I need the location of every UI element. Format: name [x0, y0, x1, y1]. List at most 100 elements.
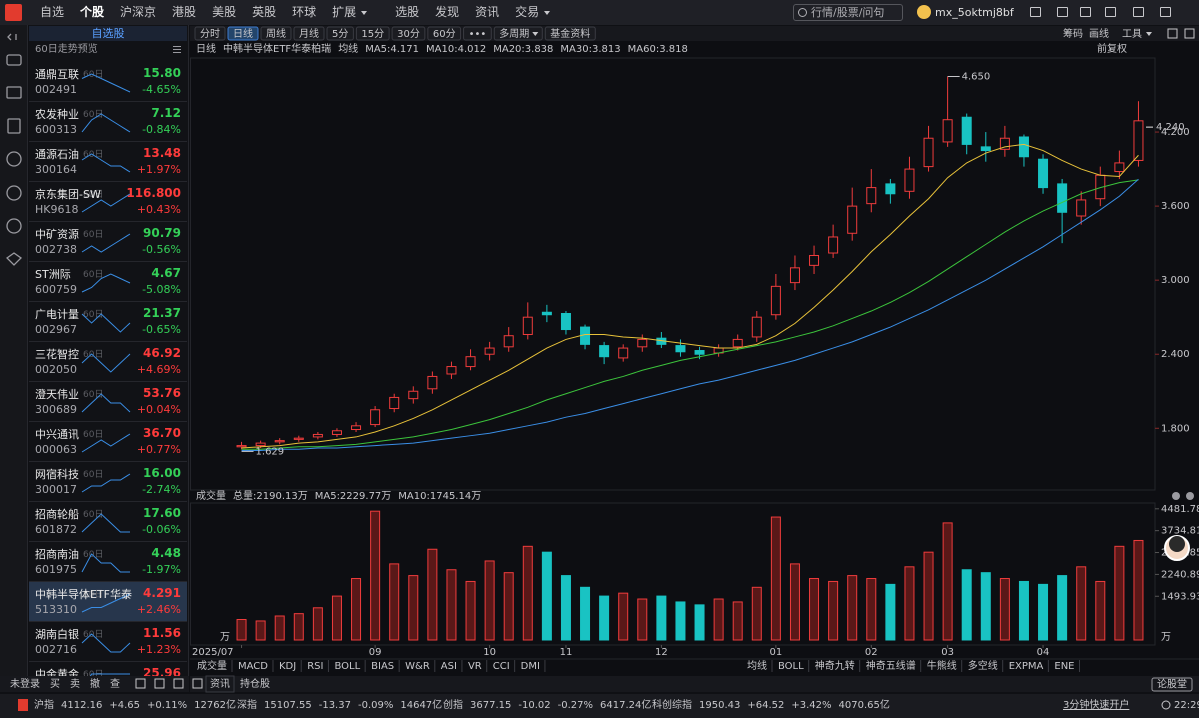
nav-item[interactable]: 环球 — [284, 0, 324, 25]
nav-item[interactable]: 沪深京 — [112, 0, 164, 25]
diamond-icon[interactable] — [5, 252, 23, 266]
toolbar-right[interactable]: 工具 — [1122, 28, 1142, 40]
indicator-tab[interactable]: EXPMA — [1009, 661, 1044, 672]
period-button[interactable] — [355, 26, 390, 41]
watchlist-row[interactable]: 60日 三花智控 002050 46.92 +4.69% — [29, 342, 187, 382]
open-account-link[interactable]: 3分钟快速开户 — [1063, 698, 1129, 711]
app-logo[interactable] — [5, 4, 22, 21]
period-label[interactable]: 5分 — [332, 28, 348, 40]
period-button[interactable] — [194, 26, 226, 41]
adjust-label[interactable]: 前复权 — [1097, 42, 1127, 55]
watchlist-row[interactable]: 60日 ST洲际 600759 4.67 -5.08% — [29, 262, 187, 302]
trade-action[interactable]: 卖 — [70, 678, 80, 690]
watchlist-row[interactable]: 60日 中金黄金 25.96 — [29, 662, 187, 676]
watchlist-row[interactable]: 60日 澄天伟业 300689 53.76 +0.04% — [29, 382, 187, 422]
nav-item[interactable]: 英股 — [244, 0, 284, 25]
index-name[interactable]: 创指 — [443, 698, 463, 711]
watchlist-row[interactable]: 60日 中韩半导体ETF华泰 513310 4.291 +2.46% — [29, 582, 187, 622]
toolbar-right[interactable]: 画线 — [1089, 27, 1109, 40]
period-button[interactable] — [427, 26, 462, 41]
indicator-tab[interactable]: CCI — [493, 661, 510, 672]
index-name[interactable]: 深指 — [237, 698, 257, 711]
period-label[interactable]: 多周期 — [499, 27, 529, 40]
period-label[interactable]: 15分 — [361, 28, 384, 40]
user-name[interactable]: mx_5oktmj8bf — [935, 6, 1014, 19]
forum-label[interactable]: 论股堂 — [1157, 678, 1187, 691]
panel-icon[interactable] — [192, 678, 203, 689]
bottom-tab[interactable]: 持仓股 — [240, 677, 270, 690]
period-button[interactable] — [293, 26, 325, 41]
watchlist-title[interactable]: 自选股 — [29, 26, 187, 41]
nav-item[interactable]: 美股 — [204, 0, 244, 25]
period-label[interactable]: 月线 — [299, 27, 319, 40]
period-label[interactable]: 分时 — [200, 28, 220, 40]
indicator-tab[interactable]: 神奇五线谱 — [866, 659, 916, 672]
index-name[interactable]: 沪指 — [34, 698, 54, 711]
period-button[interactable] — [326, 26, 354, 41]
window-icon[interactable] — [1133, 7, 1144, 17]
window-icon[interactable] — [1030, 7, 1041, 17]
period-label[interactable]: 日线 — [233, 27, 253, 40]
window-icon[interactable] — [1080, 7, 1091, 17]
settings-icon[interactable] — [1167, 28, 1178, 39]
layout-icon[interactable] — [1184, 28, 1195, 39]
watchlist-row[interactable]: 60日 广电计量 002967 21.37 -0.65% — [29, 302, 187, 342]
trade-icon[interactable] — [173, 678, 184, 689]
nav-item[interactable]: 自选 — [32, 0, 72, 25]
nav-item[interactable]: 港股 — [164, 0, 204, 25]
watchlist-row[interactable]: 60日 招商轮船 601872 17.60 -0.06% — [29, 502, 187, 542]
trade-icon[interactable] — [154, 678, 165, 689]
period-label[interactable]: 60分 — [433, 28, 456, 40]
watchlist-row[interactable]: 60日 招商南油 601975 4.48 -1.97% — [29, 542, 187, 582]
indicator-tab[interactable]: MACD — [238, 661, 268, 672]
window-icon[interactable] — [1105, 7, 1116, 17]
gauge-icon[interactable] — [6, 151, 22, 167]
watchlist-row[interactable]: 60日 通鼎互联 002491 15.80 -4.65% — [29, 62, 187, 102]
indicator-tab[interactable]: BIAS — [371, 661, 394, 672]
trade-icon[interactable] — [135, 678, 146, 689]
period-button[interactable] — [227, 26, 259, 41]
indicator-tab[interactable]: DMI — [521, 661, 540, 672]
watchlist-row[interactable]: 60日 农发种业 600313 7.12 -0.84% — [29, 102, 187, 142]
collapse-icon[interactable] — [7, 33, 17, 41]
search-box[interactable]: 行情/股票/问句 — [793, 4, 903, 21]
nav-item[interactable]: 扩展 — [324, 0, 375, 25]
toolbar-right[interactable]: 筹码 — [1063, 27, 1083, 40]
link-icon[interactable] — [6, 218, 22, 234]
window-icon[interactable] — [1160, 7, 1171, 17]
watchlist-row[interactable]: 60日 通源石油 300164 13.48 +1.97% — [29, 142, 187, 182]
volume-close[interactable] — [1186, 492, 1194, 500]
period-label[interactable]: 基金资料 — [550, 27, 590, 40]
period-label[interactable]: 30分 — [397, 28, 420, 40]
indicator-tab[interactable]: RSI — [307, 661, 323, 672]
indicator-tab[interactable]: W&R — [405, 661, 430, 672]
indicator-tab[interactable]: 均线 — [747, 659, 767, 672]
monitor-icon[interactable] — [6, 86, 22, 99]
window-icon[interactable] — [1057, 7, 1068, 17]
indicator-tab[interactable]: 多空线 — [968, 659, 998, 672]
menu-icon[interactable] — [173, 46, 181, 53]
index-name[interactable]: 科创综指 — [652, 698, 692, 711]
trade-action[interactable]: 未登录 — [10, 677, 40, 690]
robot-icon[interactable] — [6, 54, 22, 66]
trade-action[interactable]: 买 — [50, 678, 60, 690]
period-button[interactable] — [391, 26, 426, 41]
watchlist-row[interactable]: 60日 网宿科技 300017 16.00 -2.74% — [29, 462, 187, 502]
indicator-tab[interactable]: BOLL — [334, 661, 360, 672]
user-avatar[interactable] — [917, 5, 931, 19]
period-button[interactable] — [260, 26, 292, 41]
chat-icon[interactable] — [6, 185, 22, 201]
period-button[interactable] — [463, 26, 492, 41]
trade-action[interactable]: 撤 — [90, 677, 100, 690]
indicator-tab[interactable]: VR — [468, 661, 482, 672]
watchlist-row[interactable]: 60日 湖南白银 002716 11.56 +1.23% — [29, 622, 187, 662]
news-icon[interactable] — [7, 118, 21, 134]
period-button[interactable] — [493, 26, 543, 41]
period-label[interactable]: ••• — [469, 29, 487, 40]
period-button[interactable] — [544, 26, 596, 41]
volume-settings[interactable] — [1172, 492, 1180, 500]
period-label[interactable]: 周线 — [266, 27, 286, 40]
nav-item[interactable]: 发现 — [427, 0, 467, 25]
nav-item[interactable]: 资讯 — [467, 0, 507, 25]
bottom-tab[interactable]: 资讯 — [210, 678, 230, 690]
